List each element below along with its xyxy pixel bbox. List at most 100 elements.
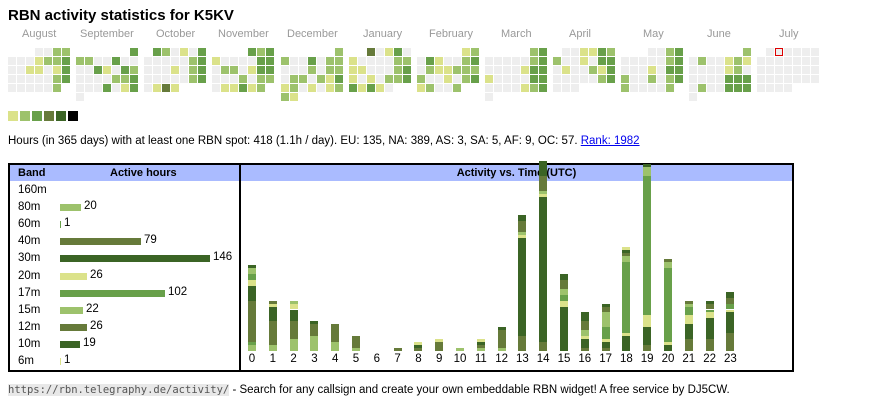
- heatmap-day-cell[interactable]: [589, 66, 597, 74]
- heatmap-day-cell[interactable]: [317, 57, 325, 65]
- heatmap-day-cell[interactable]: [707, 75, 715, 83]
- heatmap-day-cell[interactable]: [53, 48, 61, 56]
- heatmap-day-cell[interactable]: [494, 66, 502, 74]
- heatmap-day-cell[interactable]: [607, 75, 615, 83]
- heatmap-day-cell[interactable]: [553, 66, 561, 74]
- heatmap-today-cell[interactable]: [775, 48, 783, 56]
- heatmap-day-cell[interactable]: [62, 57, 70, 65]
- heatmap-day-cell[interactable]: [308, 57, 316, 65]
- heatmap-day-cell[interactable]: [162, 66, 170, 74]
- heatmap-day-cell[interactable]: [239, 57, 247, 65]
- heatmap-day-cell[interactable]: [734, 66, 742, 74]
- heatmap-day-cell[interactable]: [290, 93, 298, 101]
- heatmap-day-cell[interactable]: [376, 57, 384, 65]
- heatmap-day-cell[interactable]: [299, 75, 307, 83]
- heatmap-day-cell[interactable]: [8, 57, 16, 65]
- heatmap-day-cell[interactable]: [657, 48, 665, 56]
- heatmap-day-cell[interactable]: [426, 57, 434, 65]
- heatmap-day-cell[interactable]: [358, 57, 366, 65]
- heatmap-day-cell[interactable]: [171, 75, 179, 83]
- heatmap-day-cell[interactable]: [471, 66, 479, 74]
- heatmap-day-cell[interactable]: [793, 57, 801, 65]
- heatmap-day-cell[interactable]: [571, 84, 579, 92]
- heatmap-day-cell[interactable]: [198, 57, 206, 65]
- heatmap-day-cell[interactable]: [180, 66, 188, 74]
- heatmap-day-cell[interactable]: [367, 57, 375, 65]
- heatmap-day-cell[interactable]: [281, 84, 289, 92]
- heatmap-day-cell[interactable]: [734, 75, 742, 83]
- heatmap-day-cell[interactable]: [171, 57, 179, 65]
- heatmap-day-cell[interactable]: [444, 84, 452, 92]
- heatmap-day-cell[interactable]: [802, 48, 810, 56]
- heatmap-day-cell[interactable]: [757, 84, 765, 92]
- heatmap-day-cell[interactable]: [580, 66, 588, 74]
- heatmap-day-cell[interactable]: [417, 84, 425, 92]
- heatmap-day-cell[interactable]: [17, 84, 25, 92]
- heatmap-day-cell[interactable]: [17, 66, 25, 74]
- heatmap-day-cell[interactable]: [112, 84, 120, 92]
- heatmap-day-cell[interactable]: [326, 57, 334, 65]
- heatmap-day-cell[interactable]: [317, 84, 325, 92]
- heatmap-day-cell[interactable]: [598, 57, 606, 65]
- heatmap-day-cell[interactable]: [716, 84, 724, 92]
- heatmap-day-cell[interactable]: [639, 57, 647, 65]
- heatmap-day-cell[interactable]: [130, 75, 138, 83]
- heatmap-day-cell[interactable]: [385, 48, 393, 56]
- heatmap-day-cell[interactable]: [26, 57, 34, 65]
- heatmap-day-cell[interactable]: [121, 75, 129, 83]
- heatmap-day-cell[interactable]: [266, 66, 274, 74]
- heatmap-day-cell[interactable]: [394, 75, 402, 83]
- heatmap-day-cell[interactable]: [248, 66, 256, 74]
- heatmap-day-cell[interactable]: [698, 75, 706, 83]
- heatmap-day-cell[interactable]: [435, 75, 443, 83]
- heatmap-day-cell[interactable]: [630, 57, 638, 65]
- heatmap-day-cell[interactable]: [335, 75, 343, 83]
- heatmap-day-cell[interactable]: [580, 75, 588, 83]
- heatmap-day-cell[interactable]: [494, 57, 502, 65]
- heatmap-day-cell[interactable]: [811, 57, 819, 65]
- heatmap-day-cell[interactable]: [103, 84, 111, 92]
- heatmap-day-cell[interactable]: [462, 75, 470, 83]
- heatmap-day-cell[interactable]: [212, 66, 220, 74]
- heatmap-day-cell[interactable]: [257, 48, 265, 56]
- heatmap-day-cell[interactable]: [666, 75, 674, 83]
- heatmap-day-cell[interactable]: [485, 66, 493, 74]
- heatmap-day-cell[interactable]: [94, 57, 102, 65]
- heatmap-day-cell[interactable]: [62, 48, 70, 56]
- heatmap-day-cell[interactable]: [811, 75, 819, 83]
- heatmap-day-cell[interactable]: [766, 48, 774, 56]
- heatmap-day-cell[interactable]: [562, 48, 570, 56]
- heatmap-day-cell[interactable]: [403, 66, 411, 74]
- heatmap-day-cell[interactable]: [349, 57, 357, 65]
- heatmap-day-cell[interactable]: [266, 75, 274, 83]
- heatmap-day-cell[interactable]: [784, 48, 792, 56]
- heatmap-day-cell[interactable]: [35, 57, 43, 65]
- heatmap-day-cell[interactable]: [112, 75, 120, 83]
- heatmap-day-cell[interactable]: [580, 57, 588, 65]
- heatmap-day-cell[interactable]: [589, 48, 597, 56]
- heatmap-day-cell[interactable]: [26, 84, 34, 92]
- heatmap-day-cell[interactable]: [784, 66, 792, 74]
- heatmap-day-cell[interactable]: [121, 84, 129, 92]
- heatmap-day-cell[interactable]: [308, 84, 316, 92]
- heatmap-day-cell[interactable]: [189, 48, 197, 56]
- heatmap-day-cell[interactable]: [621, 75, 629, 83]
- heatmap-day-cell[interactable]: [743, 66, 751, 74]
- heatmap-day-cell[interactable]: [716, 75, 724, 83]
- heatmap-day-cell[interactable]: [162, 57, 170, 65]
- heatmap-day-cell[interactable]: [130, 84, 138, 92]
- heatmap-day-cell[interactable]: [326, 84, 334, 92]
- heatmap-day-cell[interactable]: [743, 57, 751, 65]
- heatmap-day-cell[interactable]: [85, 66, 93, 74]
- heatmap-day-cell[interactable]: [385, 66, 393, 74]
- heatmap-day-cell[interactable]: [44, 66, 52, 74]
- heatmap-day-cell[interactable]: [426, 84, 434, 92]
- heatmap-day-cell[interactable]: [17, 57, 25, 65]
- heatmap-day-cell[interactable]: [775, 75, 783, 83]
- heatmap-day-cell[interactable]: [394, 48, 402, 56]
- heatmap-day-cell[interactable]: [417, 75, 425, 83]
- heatmap-day-cell[interactable]: [239, 75, 247, 83]
- heatmap-day-cell[interactable]: [462, 48, 470, 56]
- heatmap-day-cell[interactable]: [444, 66, 452, 74]
- heatmap-day-cell[interactable]: [335, 48, 343, 56]
